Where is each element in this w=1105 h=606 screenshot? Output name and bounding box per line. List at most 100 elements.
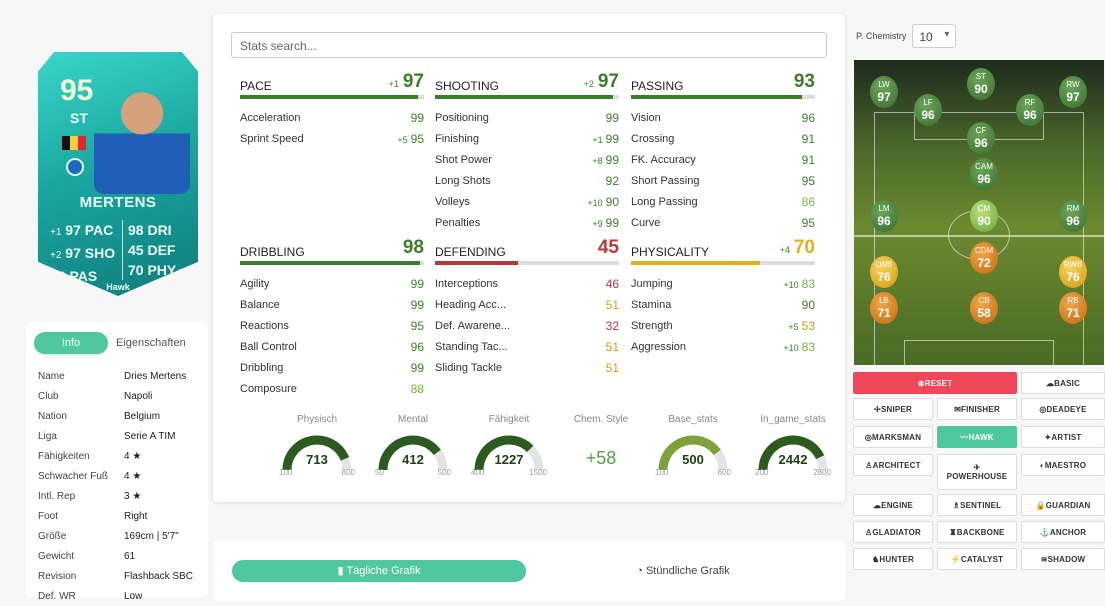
button-label: BACKBONE — [956, 527, 1005, 537]
stat-row: Composure 88 — [240, 378, 424, 399]
gauge-min: 50 — [375, 468, 384, 477]
stat-value-group: 99 — [411, 361, 424, 375]
hunter-button[interactable]: ♞ HUNTER — [853, 548, 933, 570]
pitch-player[interactable]: RWB 76 — [1059, 256, 1087, 288]
stat-boost: +10 — [783, 279, 799, 290]
category-bar-fill — [435, 261, 518, 265]
pitch-player[interactable]: LF 96 — [914, 94, 942, 126]
info-row: Foot Right — [38, 506, 203, 526]
pitch-player[interactable]: CDM 72 — [970, 242, 998, 274]
info-key: Def. WR — [38, 590, 76, 602]
button-label: HAWK — [968, 432, 994, 442]
stat-value: 99 — [410, 360, 424, 375]
stat-row: Stamina 90 — [631, 294, 815, 315]
info-value: 169cm | 5'7" — [124, 530, 179, 542]
pitch-player[interactable]: ST 90 — [967, 68, 995, 100]
deadeye-button[interactable]: ◎ DEADEYE — [1021, 398, 1105, 420]
info-key: Gewicht — [38, 550, 75, 562]
stat-name: Balance — [240, 298, 280, 311]
engine-icon: ☁ — [872, 500, 882, 510]
category-boost: +1 — [388, 79, 399, 89]
player-rating: 96 — [1066, 214, 1080, 228]
powerhouse-button[interactable]: ✈ POWERHOUSE — [937, 454, 1017, 490]
player-rating: 96 — [977, 172, 991, 186]
category-bar — [240, 95, 424, 99]
pitch-player[interactable]: LWB 76 — [870, 256, 898, 288]
button-label: HUNTER — [879, 554, 914, 564]
stat-value: 51 — [605, 339, 619, 354]
player-position: CM — [977, 204, 991, 213]
stat-value: 99 — [605, 152, 619, 167]
artist-button[interactable]: ✦ ARTIST — [1021, 426, 1105, 448]
stat-name: Standing Tac... — [435, 340, 508, 353]
architect-icon: ♙ — [865, 460, 873, 470]
pitch-player[interactable]: RF 96 — [1016, 94, 1044, 126]
stats-search-input[interactable]: Stats search... — [231, 32, 827, 58]
tab-hourly-graph[interactable]: ◔ Stündliche Grafik — [636, 565, 730, 577]
tab-daily-graph[interactable]: ▮ Tägliche Grafik — [232, 560, 526, 582]
player-position: ST — [975, 72, 987, 81]
stat-value: 95 — [410, 131, 424, 146]
pitch-player[interactable]: RM 96 — [1059, 200, 1087, 232]
stat-name: Long Passing — [631, 195, 698, 208]
stat-category: SHOOTING +2 97 Positioning 99 Finishing +1 99 Sh… — [435, 69, 619, 233]
backbone-button[interactable]: ♜ BACKBONE — [937, 521, 1017, 543]
catalyst-button[interactable]: ⚡ CATALYST — [937, 548, 1017, 570]
sentinel-button[interactable]: ♗ SENTINEL — [937, 494, 1017, 516]
pitch-player[interactable]: LB 71 — [870, 292, 898, 324]
anchor-button[interactable]: ⚓ ANCHOR — [1021, 521, 1105, 543]
button-label: ARTIST — [1051, 432, 1082, 442]
category-header: PHYSICALITY +4 70 — [631, 235, 815, 259]
stat-value-group: 51 — [606, 298, 619, 312]
info-key: Nation — [38, 410, 67, 422]
gauge-arc — [378, 435, 448, 471]
info-value: Napoli — [124, 390, 153, 402]
guardian-icon: 🔒 — [1035, 500, 1046, 510]
pitch-player[interactable]: LW 97 — [870, 76, 898, 108]
tab-eigenschaften[interactable]: Eigenschaften — [116, 337, 186, 349]
stat-value: 88 — [410, 381, 424, 396]
hawk-button[interactable]: 〰 HAWK — [937, 426, 1017, 448]
powerhouse-icon: ✈ — [973, 463, 981, 472]
tab-info[interactable]: Info — [34, 332, 108, 354]
gladiator-button[interactable]: ♙ GLADIATOR — [853, 521, 933, 543]
gauge-arc — [658, 435, 728, 471]
category-bar — [631, 261, 815, 265]
architect-button[interactable]: ♙ ARCHITECT — [853, 454, 933, 476]
marksman-button[interactable]: ◎ MARKSMAN — [853, 426, 933, 448]
pitch-player[interactable]: RB 71 — [1059, 292, 1087, 324]
engine-button[interactable]: ☁ ENGINE — [853, 494, 933, 516]
stat-value-group: +10 83 — [783, 340, 815, 354]
player-position: LB — [879, 296, 889, 305]
stat-value-group: +8 99 — [592, 153, 619, 167]
info-key: Fähigkeiten — [38, 450, 90, 462]
sniper-button[interactable]: ✢ SNIPER — [853, 398, 933, 420]
player-position: LM — [878, 204, 890, 213]
pitch-player[interactable]: CM 90 — [970, 200, 998, 232]
stat-value-group: 99 — [411, 111, 424, 125]
finisher-button[interactable]: ✉ FINISHER — [937, 398, 1017, 420]
player-rating: 58 — [977, 306, 991, 320]
shadow-button[interactable]: ≋ SHADOW — [1021, 548, 1105, 570]
stat-value-group: +9 99 — [592, 216, 619, 230]
maestro-button[interactable]: ◐ MAESTRO — [1021, 454, 1105, 476]
guardian-button[interactable]: 🔒 GUARDIAN — [1021, 494, 1105, 516]
pitch-player[interactable]: CF 96 — [967, 122, 995, 154]
gauge-title: Physisch — [296, 414, 337, 425]
pitch-player[interactable]: CAM 96 — [970, 158, 998, 190]
stat-name: Curve — [631, 216, 661, 229]
pitch-player[interactable]: LM 96 — [870, 200, 898, 232]
stat-row: Long Passing 86 — [631, 191, 815, 212]
pitch-player[interactable]: CB 58 — [970, 292, 998, 324]
stat-value: 90 — [605, 194, 619, 209]
stat-row: Balance 99 — [240, 294, 424, 315]
gauge: Physisch 713 100 800 — [269, 414, 365, 484]
stat-row: Standing Tac... 51 — [435, 336, 619, 357]
reset-button[interactable]: ⊗ RESET — [853, 372, 1017, 394]
pitch-player[interactable]: RW 97 — [1059, 76, 1087, 108]
stat-row: Aggression +10 83 — [631, 336, 815, 357]
basic-button[interactable]: ☁ BASIC — [1021, 372, 1105, 394]
player-rating: 76 — [877, 270, 891, 284]
stat-value-group: +5 53 — [788, 319, 815, 333]
chemistry-select[interactable]: 10 — [912, 24, 957, 48]
